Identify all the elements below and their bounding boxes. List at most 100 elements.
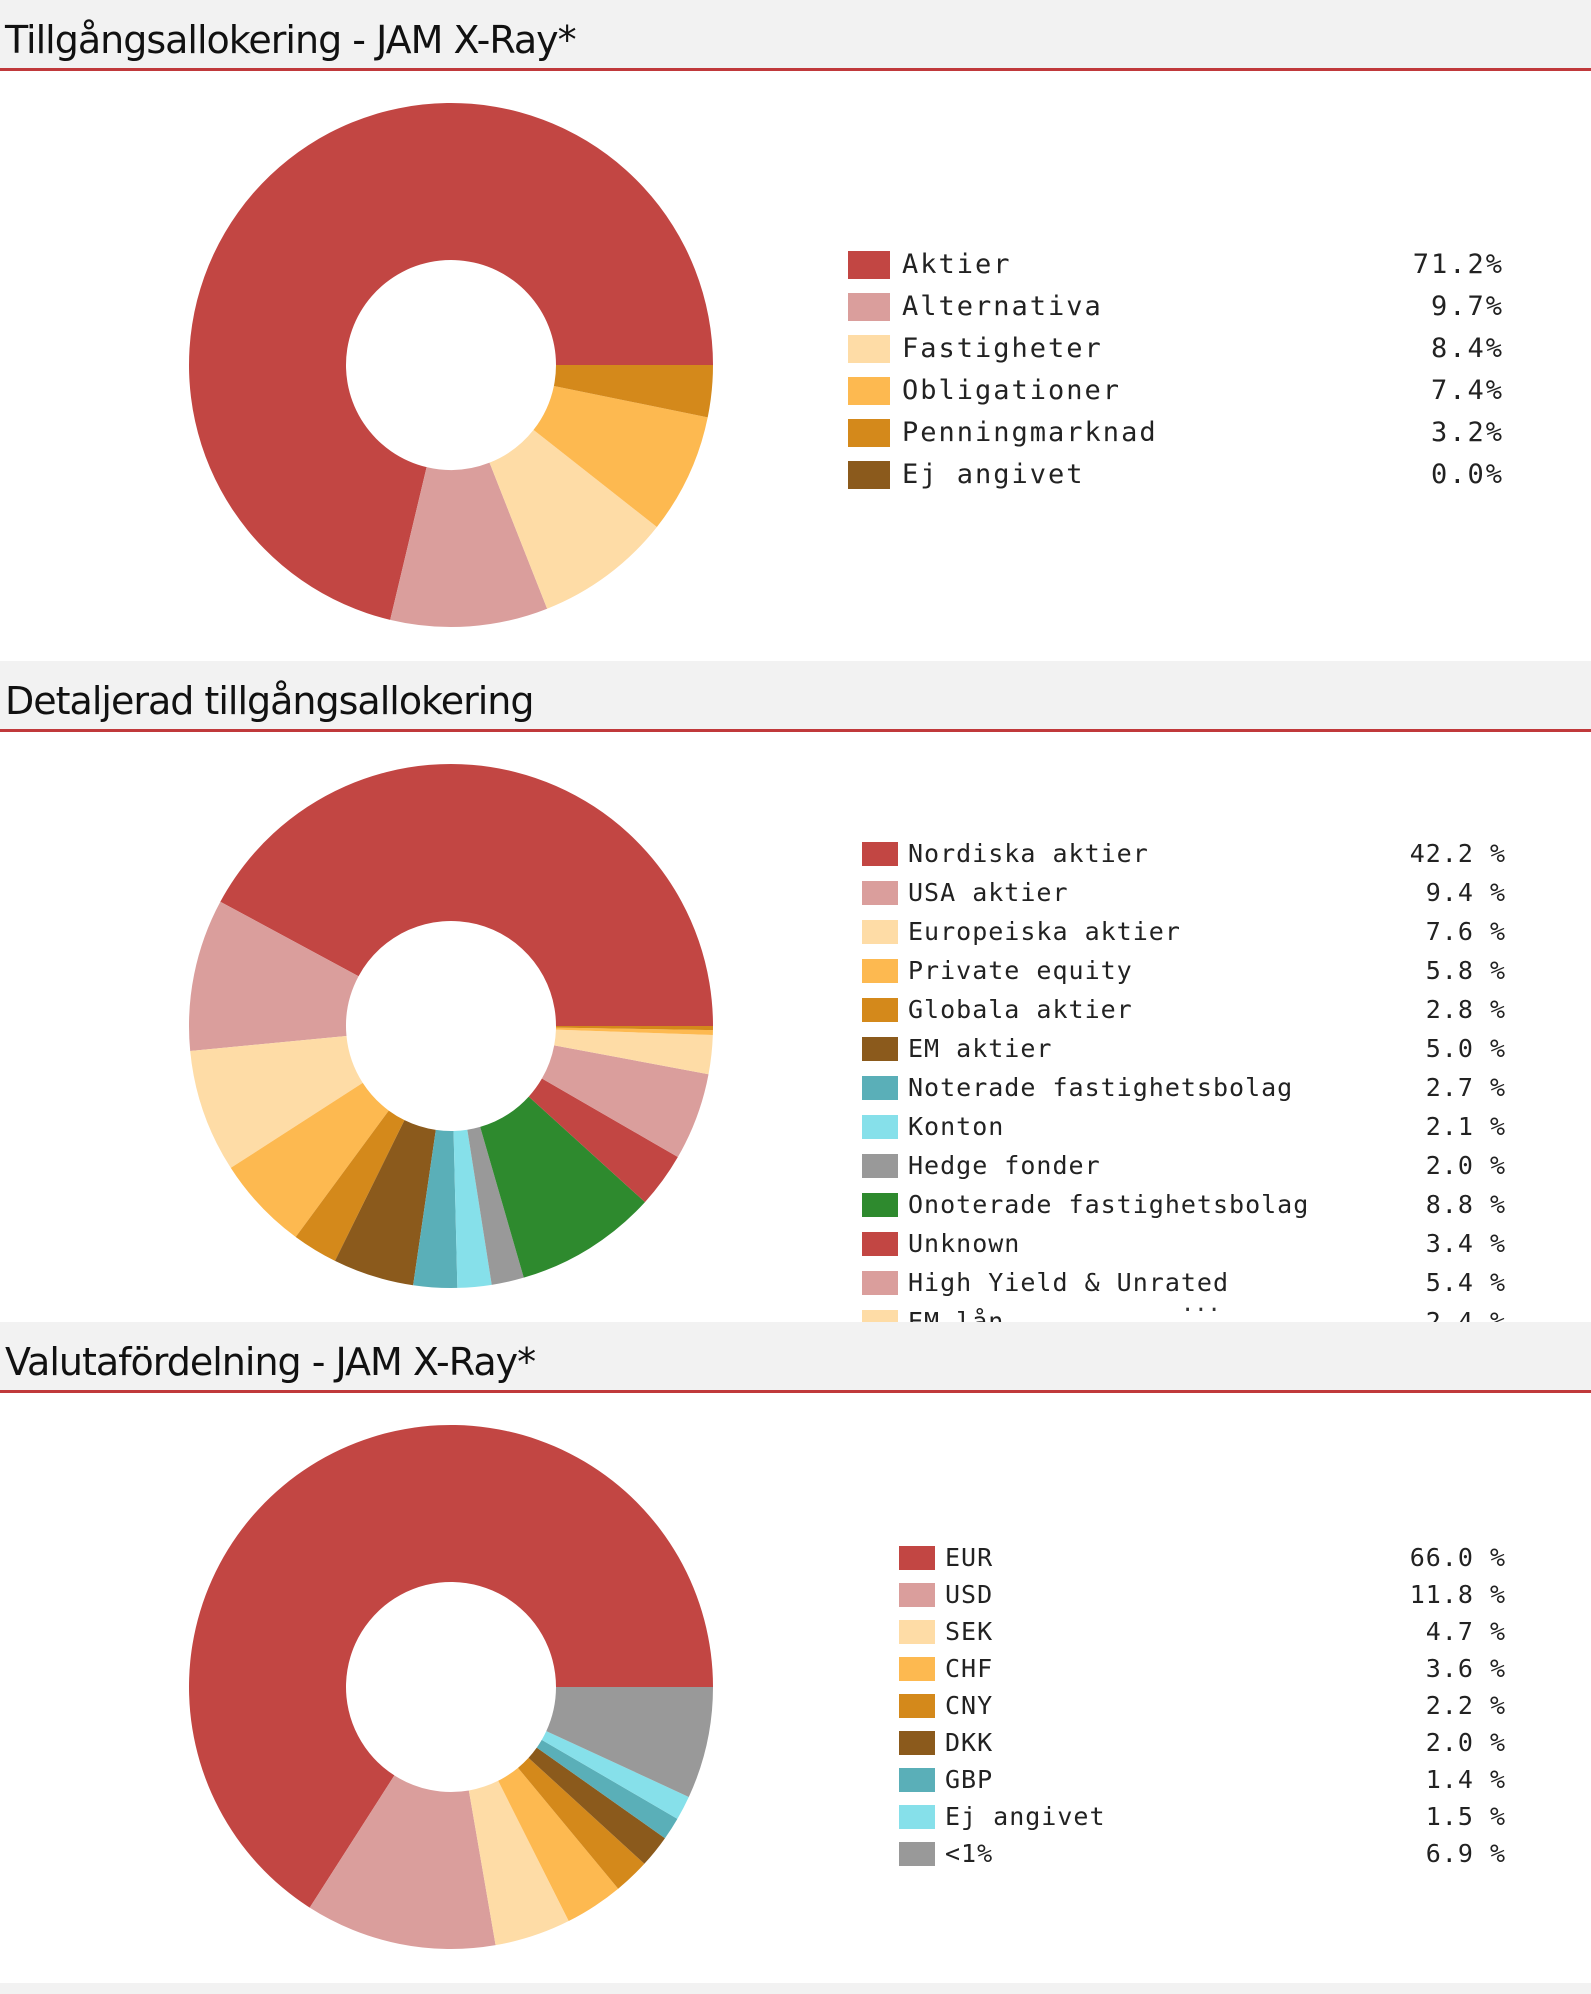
legend-swatch: [862, 919, 898, 944]
donut-chart: [189, 102, 714, 627]
legend-item-cny: CNY 2.2 %: [899, 1687, 1506, 1724]
legend-label: Hedge fonder: [908, 1151, 1101, 1180]
legend-value: 5.4 %: [1425, 1268, 1506, 1297]
legend-more-indicator: ...: [1181, 1292, 1221, 1317]
pie-slice-nordiska-aktier: [220, 764, 713, 1026]
legend-swatch: [848, 293, 890, 321]
pie-slice-usd: [309, 1775, 496, 1949]
pie-slice-hedge-fonder: [467, 1126, 524, 1285]
legend-label: SEK: [945, 1617, 994, 1646]
legend-item-em-aktier: EM aktier 5.0 %: [862, 1029, 1506, 1068]
legend-item-dkk: DKK 2.0 %: [899, 1724, 1506, 1761]
section-divider: [0, 1390, 1591, 1393]
legend-item-chf: CHF 3.6 %: [899, 1650, 1506, 1687]
pie-slice-unlisted-1: [555, 1027, 713, 1036]
legend-value: 71.2%: [1412, 249, 1504, 280]
legend-label: EUR: [945, 1543, 994, 1572]
legend-item-1: <1% 6.9 %: [899, 1835, 1506, 1872]
legend-value: 9.4 %: [1425, 878, 1506, 907]
pie-slice-fastigheter: [489, 429, 657, 609]
legend-swatch: [862, 1192, 898, 1217]
legend-swatch: [862, 997, 898, 1022]
pie-slice-chf: [498, 1767, 619, 1922]
pie-slice-cny: [518, 1757, 645, 1889]
legend-value: 1.5 %: [1425, 1802, 1506, 1831]
legend-value: 3.6 %: [1425, 1654, 1506, 1683]
legend-item-ej-angivet: Ej angivet 1.5 %: [899, 1798, 1506, 1835]
pie-slice-alternativa: [390, 462, 548, 627]
legend-item-hedge-fonder: Hedge fonder 2.0 %: [862, 1146, 1506, 1185]
legend-value: 2.7 %: [1425, 1073, 1506, 1102]
legend-label: EM aktier: [908, 1034, 1053, 1063]
pie-slice-onoterade-fastighetsbolag: [480, 1096, 645, 1278]
legend-label: USD: [945, 1580, 994, 1609]
detailed-allocation-section: Detaljerad tillgångsallokering Nordiska …: [0, 661, 1591, 1336]
legend-value: 2.0 %: [1425, 1151, 1506, 1180]
legend-swatch: [899, 1619, 935, 1644]
legend-swatch: [899, 1841, 935, 1866]
legend-label: CNY: [945, 1691, 994, 1720]
legend-label: Obligationer: [902, 375, 1122, 406]
legend-value: 1.4 %: [1425, 1765, 1506, 1794]
section-title: Valutafördelning - JAM X-Ray*: [5, 1340, 536, 1384]
chart-panel: Aktier 71.2% Alternativa 9.7% Fastigheter 8.4…: [0, 71, 1591, 661]
legend-swatch: [848, 335, 890, 363]
legend-value: 4.7 %: [1425, 1617, 1506, 1646]
legend-label: Konton: [908, 1112, 1005, 1141]
legend-swatch: [848, 419, 890, 447]
legend-item-private-equity: Private equity 5.8 %: [862, 951, 1506, 990]
donut-chart: [188, 1425, 714, 1949]
legend-label: Fastigheter: [902, 333, 1103, 364]
legend-label: Onoterade fastighetsbolag: [908, 1190, 1310, 1219]
legend-value: 9.7%: [1430, 291, 1504, 322]
legend-value: 42.2 %: [1409, 839, 1506, 868]
pie-slice-usa-aktier: [189, 901, 359, 1052]
legend-label: Alternativa: [902, 291, 1103, 322]
legend-value: 3.2%: [1430, 417, 1504, 448]
section-header: Valutafördelning - JAM X-Ray*: [0, 1322, 1591, 1394]
legend-value: 7.4%: [1430, 375, 1504, 406]
legend-value: 2.0 %: [1425, 1728, 1506, 1757]
legend-swatch: [862, 1114, 898, 1139]
section-title: Tillgångsallokering - JAM X-Ray*: [5, 18, 577, 62]
legend-item-gbp: GBP 1.4 %: [899, 1761, 1506, 1798]
asset-allocation-section: Tillgångsallokering - JAM X-Ray* Aktier 7…: [0, 0, 1591, 661]
legend-swatch: [899, 1804, 935, 1829]
legend-swatch: [862, 880, 898, 905]
legend-item-high-yield-unrated: High Yield & Unrated 5.4 %: [862, 1263, 1506, 1302]
legend-item-ej-angivet: Ej angivet 0.0%: [848, 454, 1504, 496]
legend-label: Noterade fastighetsbolag: [908, 1073, 1294, 1102]
legend-label: Ej angivet: [902, 459, 1085, 490]
legend-swatch: [899, 1767, 935, 1792]
legend-item-aktier: Aktier 71.2%: [848, 244, 1504, 286]
legend-value: 5.0 %: [1425, 1034, 1506, 1063]
legend-swatch: [848, 461, 890, 489]
legend-label: Penningmarknad: [902, 417, 1158, 448]
legend-value: 2.8 %: [1425, 995, 1506, 1024]
legend-label: <1%: [945, 1839, 994, 1868]
legend-label: Europeiska aktier: [908, 917, 1181, 946]
legend-value: 7.6 %: [1425, 917, 1506, 946]
legend-item-alternativa: Alternativa 9.7%: [848, 286, 1504, 328]
pie-slice-obligationer: [533, 385, 708, 528]
legend-value: 66.0 %: [1409, 1543, 1506, 1572]
pie-slice-em-l-n: [554, 1029, 713, 1075]
legend-label: Nordiska aktier: [908, 839, 1149, 868]
chart-legend: Nordiska aktier 42.2 % USA aktier 9.4 % Euro…: [862, 834, 1506, 1341]
pie-slice-high-yield-unrated: [541, 1045, 709, 1158]
section-title: Detaljerad tillgångsallokering: [5, 679, 534, 723]
pie-slice-globala-aktier: [295, 1110, 405, 1261]
legend-swatch: [862, 1153, 898, 1178]
legend-item-unknown: Unknown 3.4 %: [862, 1224, 1506, 1263]
legend-item-obligationer: Obligationer 7.4%: [848, 370, 1504, 412]
legend-item-noterade-fastighetsbolag: Noterade fastighetsbolag 2.7 %: [862, 1068, 1506, 1107]
legend-swatch: [862, 1036, 898, 1061]
legend-item-usa-aktier: USA aktier 9.4 %: [862, 873, 1506, 912]
legend-item-eur: EUR 66.0 %: [899, 1539, 1506, 1576]
chart-legend: Aktier 71.2% Alternativa 9.7% Fastigheter 8.4…: [848, 244, 1504, 496]
legend-item-sek: SEK 4.7 %: [899, 1613, 1506, 1650]
currency-allocation-section: Valutafördelning - JAM X-Ray* EUR 66.0 % U…: [0, 1322, 1591, 1983]
pie-slice-konton: [453, 1129, 492, 1288]
legend-swatch: [899, 1730, 935, 1755]
